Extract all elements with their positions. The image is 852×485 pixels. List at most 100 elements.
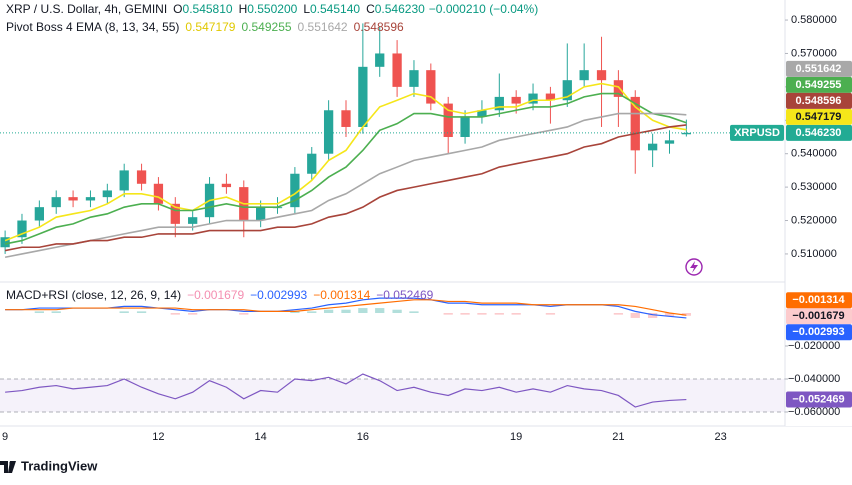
- macd-histogram-bar: [323, 309, 334, 314]
- macd-histogram-bar: [307, 311, 317, 314]
- x-tick-label: 12: [152, 431, 164, 443]
- candle-body: [85, 197, 96, 201]
- y-tick-label: −0.020000: [788, 340, 840, 352]
- candle-body: [545, 93, 556, 101]
- candle-body: [511, 96, 521, 104]
- price-tag: −0.002993: [792, 326, 844, 338]
- candle-body: [630, 96, 640, 151]
- candle-body: [596, 70, 607, 81]
- macd-histogram-bar: [494, 313, 504, 315]
- ohlc-label: O: [173, 2, 182, 16]
- macd-histogram-bar: [545, 313, 556, 315]
- candle-body: [664, 140, 675, 144]
- indicator-value: −0.001314: [313, 288, 370, 302]
- candle-body: [221, 183, 232, 188]
- symbol-tag-bg: [730, 124, 784, 141]
- candle-body: [392, 53, 402, 87]
- overlay-value: 0.548596: [354, 20, 404, 34]
- x-tick-label: 21: [612, 431, 624, 443]
- candle-body: [136, 170, 147, 184]
- y-tick-label: 0.580000: [791, 14, 837, 26]
- candle-body: [562, 80, 572, 101]
- x-tick-label: 23: [714, 431, 726, 443]
- overlay-value: 0.547179: [185, 20, 235, 34]
- y-tick-label: 0.510000: [791, 248, 837, 260]
- y-tick-label: −0.040000: [788, 373, 840, 385]
- ohlc-label: C: [366, 2, 375, 16]
- ohlc-value: 0.546230: [375, 2, 425, 16]
- ema-line: [4, 92, 687, 245]
- candle-body: [153, 183, 164, 204]
- y-tick-label: 0.520000: [791, 214, 837, 226]
- price-tag: 0.548596: [796, 95, 842, 107]
- candle-body: [494, 96, 504, 111]
- candle-body: [102, 190, 112, 198]
- chart-title: XRP / U.S. Dollar, 4h, GEMINI: [6, 2, 167, 16]
- x-tick-label: 16: [357, 431, 369, 443]
- candle-body: [290, 173, 300, 208]
- price-tag: 0.547179: [796, 111, 842, 123]
- price-tag-bg: [786, 391, 852, 408]
- macd-histogram-bar: [170, 313, 180, 315]
- price-tag-bg: [786, 108, 852, 125]
- candle-body: [579, 70, 589, 81]
- candle-body: [307, 153, 317, 174]
- overlay-value: 0.551642: [298, 20, 348, 34]
- macd-histogram-bar: [188, 313, 198, 315]
- ema-line: [4, 112, 687, 259]
- macd-histogram-bar: [664, 313, 675, 317]
- macd-histogram-bar: [375, 308, 385, 314]
- price-tag-bg: [786, 292, 852, 309]
- ohlc-label: L: [303, 2, 310, 16]
- macd-histogram-bar: [477, 313, 487, 315]
- candle-body: [17, 220, 27, 238]
- indicator-legend: MACD+RSI (close, 12, 26, 9, 14) −0.001679…: [6, 288, 434, 302]
- indicator-line: [5, 373, 687, 408]
- ohlc-value: 0.550200: [247, 2, 297, 16]
- candle-body: [51, 197, 61, 208]
- y-tick-label: −0.060000: [788, 406, 840, 418]
- candle-body: [426, 70, 436, 104]
- macd-histogram-bar: [392, 309, 402, 314]
- macd-histogram-bar: [358, 308, 368, 314]
- indicator-value: −0.001679: [187, 288, 244, 302]
- indicator-value: −0.052469: [376, 288, 433, 302]
- ema-line: [4, 82, 687, 242]
- overlay-legend: Pivot Boss 4 EMA (8, 13, 34, 55) 0.547179…: [6, 20, 404, 34]
- macd-histogram-bar: [51, 311, 61, 314]
- candle-body: [34, 207, 44, 221]
- indicator-title: MACD+RSI (close, 12, 26, 9, 14): [6, 288, 181, 302]
- ohlc-value: 0.545140: [310, 2, 360, 16]
- candle-body: [68, 197, 78, 201]
- ema-line: [4, 124, 687, 252]
- ohlc-value: 0.545810: [183, 2, 233, 16]
- price-tag: 0.546230: [796, 127, 842, 139]
- macd-histogram-bar: [613, 313, 624, 315]
- brand-name: TradingView: [21, 458, 98, 473]
- candle-body: [256, 207, 266, 221]
- macd-histogram-bar: [34, 311, 44, 314]
- overlay-value: 0.549255: [241, 20, 291, 34]
- brand-logo: [0, 461, 16, 473]
- overlay-title: Pivot Boss 4 EMA (8, 13, 34, 55): [6, 20, 179, 34]
- macd-histogram-bar: [460, 313, 470, 315]
- candle-body: [188, 217, 198, 224]
- alert-icon: [685, 258, 703, 276]
- y-tick-label: 0.530000: [791, 181, 837, 193]
- x-tick-label: 9: [2, 431, 8, 443]
- brand-dot: [9, 461, 13, 465]
- macd-histogram-bar: [681, 313, 692, 316]
- candle-body: [477, 110, 487, 117]
- candle-body: [528, 93, 538, 104]
- price-tag: 0.551642: [796, 63, 842, 75]
- price-tag-bg: [786, 60, 852, 77]
- indicator-line: [5, 299, 687, 316]
- x-tick-label: 14: [255, 431, 267, 443]
- candle-body: [460, 116, 470, 137]
- macd-histogram-bar: [239, 313, 249, 315]
- macd-histogram-bar: [136, 311, 147, 314]
- macd-histogram-bar: [290, 311, 300, 314]
- candle-body: [647, 143, 658, 151]
